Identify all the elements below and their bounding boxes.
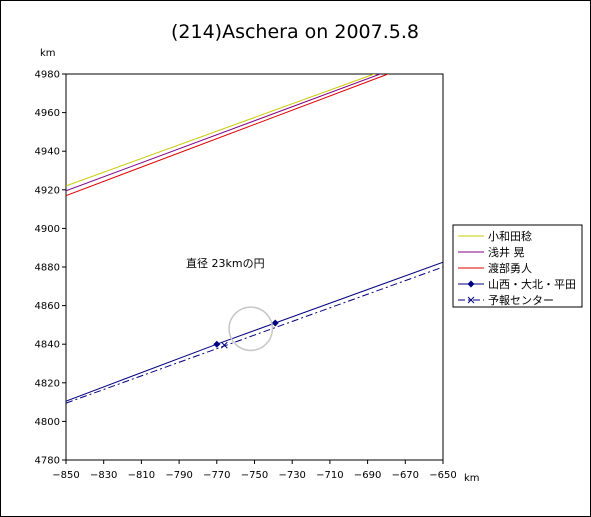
x-tick-label: −830	[90, 470, 117, 481]
legend-label: 小和田稔	[488, 229, 532, 243]
y-tick-label: 4920	[35, 185, 60, 196]
y-tick-label: 4940	[35, 147, 60, 158]
diameter-annotation: 直径 23kmの円	[186, 256, 265, 270]
legend-label: 浅井 晃	[488, 245, 525, 259]
y-tick-label: 4900	[35, 224, 60, 235]
y-tick-label: 4840	[35, 340, 60, 351]
series-4-marker-1	[213, 340, 221, 348]
legend-item-5: 予報センター	[458, 294, 554, 307]
circle-layer	[228, 306, 274, 352]
x-tick-label: −670	[392, 470, 419, 481]
series-line-3	[66, 74, 390, 197]
y-tick-label: 4880	[35, 263, 60, 274]
legend-label: 渡部勇人	[488, 261, 532, 275]
y-axis: 4780 4800 4820 4840 4860 4880 4900 4920 4940 4960…	[35, 70, 66, 467]
x-tick-label: −710	[316, 470, 343, 481]
legend-label: 予報センター	[488, 294, 554, 307]
legend-item-3: 渡部勇人	[458, 261, 532, 275]
x-tick-label: −810	[128, 470, 155, 481]
y-tick-label: 4980	[35, 70, 60, 81]
series-line-2	[66, 74, 382, 192]
x-tick-label: −850	[52, 470, 79, 481]
x-tick-label: −790	[165, 470, 192, 481]
y-axis-unit-label: km	[40, 48, 56, 59]
x-tick-label: −650	[429, 470, 456, 481]
x-tick-label: −770	[203, 470, 230, 481]
y-tick-label: 4780	[35, 456, 60, 467]
x-tick-label: −750	[241, 470, 268, 481]
y-tick-label: 4820	[35, 378, 60, 389]
y-tick-label: 4860	[35, 301, 60, 312]
series-5-marker-1	[220, 341, 228, 349]
y-tick-label: 4960	[35, 108, 60, 119]
legend-marker	[467, 280, 475, 288]
legend-label: 山西・大北・平田	[488, 277, 576, 291]
series-line-1	[66, 74, 376, 187]
series-line-4	[66, 261, 443, 402]
x-tick-label: −690	[354, 470, 381, 481]
x-tick-label: −730	[278, 470, 305, 481]
x-axis-unit-label: km	[464, 473, 480, 484]
legend-item-1: 小和田稔	[458, 229, 532, 243]
legend-item-4: 山西・大北・平田	[458, 277, 576, 291]
series-line-5	[66, 266, 443, 404]
legend-item-2: 浅井 晃	[458, 245, 525, 259]
y-tick-label: 4800	[35, 417, 60, 428]
diameter-circle	[228, 306, 274, 352]
x-axis: −850 −830 −810 −790 −770 −750 −730 −710 −690 −670…	[52, 460, 457, 481]
series-4-marker-2	[271, 319, 279, 327]
chart-title: (214)Aschera on 2007.5.8	[171, 21, 419, 43]
series-layer	[66, 74, 443, 404]
plot-area	[65, 73, 444, 461]
legend-box	[452, 224, 583, 308]
